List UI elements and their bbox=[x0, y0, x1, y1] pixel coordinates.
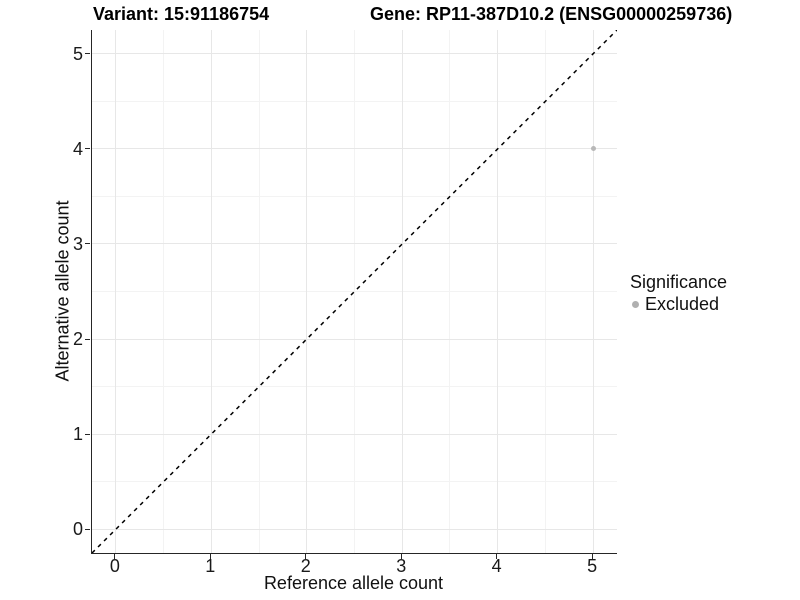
y-minor-gridline bbox=[92, 291, 617, 292]
data-point bbox=[590, 146, 596, 152]
x-tick-label: 5 bbox=[587, 556, 598, 576]
y-major-gridline bbox=[92, 338, 617, 340]
y-tick-label: 0 bbox=[72, 519, 83, 540]
x-major-gridline bbox=[306, 30, 308, 553]
x-axis-tick bbox=[591, 554, 593, 559]
variant-title: Variant: 15:91186754 bbox=[93, 4, 270, 24]
y-tick-label: 3 bbox=[72, 233, 83, 254]
legend-items: Excluded bbox=[630, 294, 727, 314]
identity-dashed-line bbox=[92, 30, 617, 553]
y-major-gridline bbox=[92, 528, 617, 530]
gene-title: Gene: RP11-387D10.2 (ENSG00000259736) bbox=[370, 4, 733, 24]
y-tick-label: 4 bbox=[72, 138, 83, 159]
x-tick-label: 0 bbox=[109, 556, 120, 576]
x-tick-label: 1 bbox=[205, 556, 216, 576]
x-axis-tick bbox=[114, 554, 116, 559]
identity-line-layer bbox=[92, 30, 617, 553]
y-axis-tick bbox=[85, 53, 90, 55]
y-axis-tick bbox=[85, 338, 90, 340]
y-major-gridline bbox=[92, 433, 617, 435]
y-axis-tick bbox=[85, 148, 90, 150]
legend-key-dot bbox=[632, 300, 639, 308]
y-major-gridline bbox=[92, 148, 617, 150]
x-major-gridline bbox=[115, 30, 117, 553]
y-tick-label: 2 bbox=[72, 329, 83, 350]
x-tick-label: 4 bbox=[491, 556, 502, 576]
y-major-gridline bbox=[92, 243, 617, 245]
x-axis-title: Reference allele count bbox=[263, 573, 444, 593]
y-axis-title: Alternative allele count bbox=[52, 200, 73, 382]
y-axis-tick bbox=[85, 433, 90, 435]
x-major-gridline bbox=[210, 30, 212, 553]
x-major-gridline bbox=[592, 30, 594, 553]
y-axis-tick bbox=[85, 528, 90, 530]
legend-title: Significance bbox=[630, 272, 728, 292]
x-major-gridline bbox=[497, 30, 499, 553]
legend: Significance Excluded bbox=[630, 270, 727, 314]
x-tick-label: 3 bbox=[396, 556, 407, 576]
y-tick-label: 5 bbox=[72, 43, 83, 64]
y-axis-tick bbox=[85, 243, 90, 245]
y-major-gridline bbox=[92, 53, 617, 55]
legend-item-label: Excluded bbox=[645, 294, 720, 314]
x-axis-tick bbox=[400, 554, 402, 559]
x-axis-tick bbox=[305, 554, 307, 559]
x-major-gridline bbox=[401, 30, 403, 553]
y-minor-gridline bbox=[92, 195, 617, 197]
plot-panel bbox=[91, 30, 617, 554]
y-minor-gridline bbox=[92, 100, 617, 102]
legend-item: Excluded bbox=[630, 294, 727, 314]
y-tick-label: 1 bbox=[72, 424, 83, 445]
x-axis-tick bbox=[209, 554, 211, 559]
x-tick-label: 2 bbox=[300, 556, 311, 576]
y-minor-gridline bbox=[92, 481, 617, 483]
y-minor-gridline bbox=[92, 386, 617, 388]
x-axis-tick bbox=[496, 554, 498, 559]
